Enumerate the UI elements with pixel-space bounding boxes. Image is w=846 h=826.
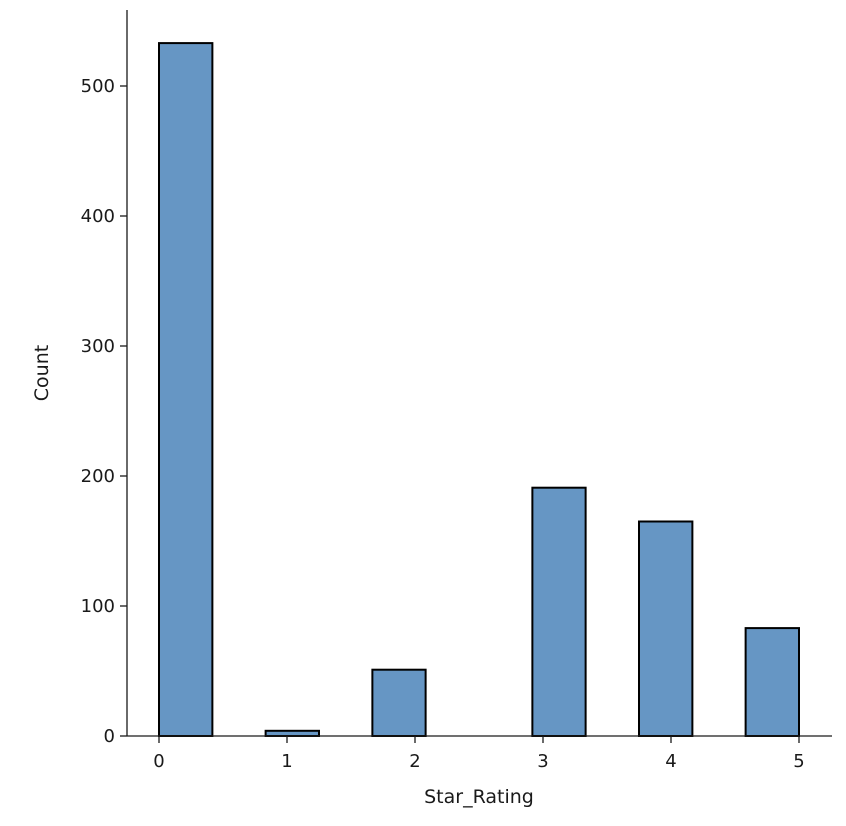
x-tick-label: 3 (537, 751, 548, 772)
x-tick-label: 1 (281, 751, 292, 772)
bar-5 (744, 627, 801, 737)
y-tick-label: 400 (81, 206, 115, 227)
bar-1 (264, 729, 320, 737)
bar-3 (531, 486, 587, 738)
bars-layer (158, 42, 801, 738)
x-tick-label: 4 (665, 751, 676, 772)
y-axis-label: Count (31, 345, 53, 401)
y-ticks: 0 100 200 300 400 500 (81, 76, 127, 747)
y-tick-label: 100 (81, 596, 115, 617)
x-ticks: 0 1 2 3 4 5 (153, 736, 805, 772)
bar-4 (638, 520, 694, 737)
x-tick-label: 0 (153, 751, 164, 772)
x-tick-label: 5 (793, 751, 804, 772)
y-tick-label: 200 (81, 466, 115, 487)
bar-0 (158, 42, 214, 738)
y-tick-label: 300 (81, 336, 115, 357)
y-tick-label: 500 (81, 76, 115, 97)
y-tick-label: 0 (104, 726, 115, 747)
x-axis-label: Star_Rating (424, 786, 534, 808)
bar-2 (371, 668, 427, 738)
x-tick-label: 2 (409, 751, 420, 772)
